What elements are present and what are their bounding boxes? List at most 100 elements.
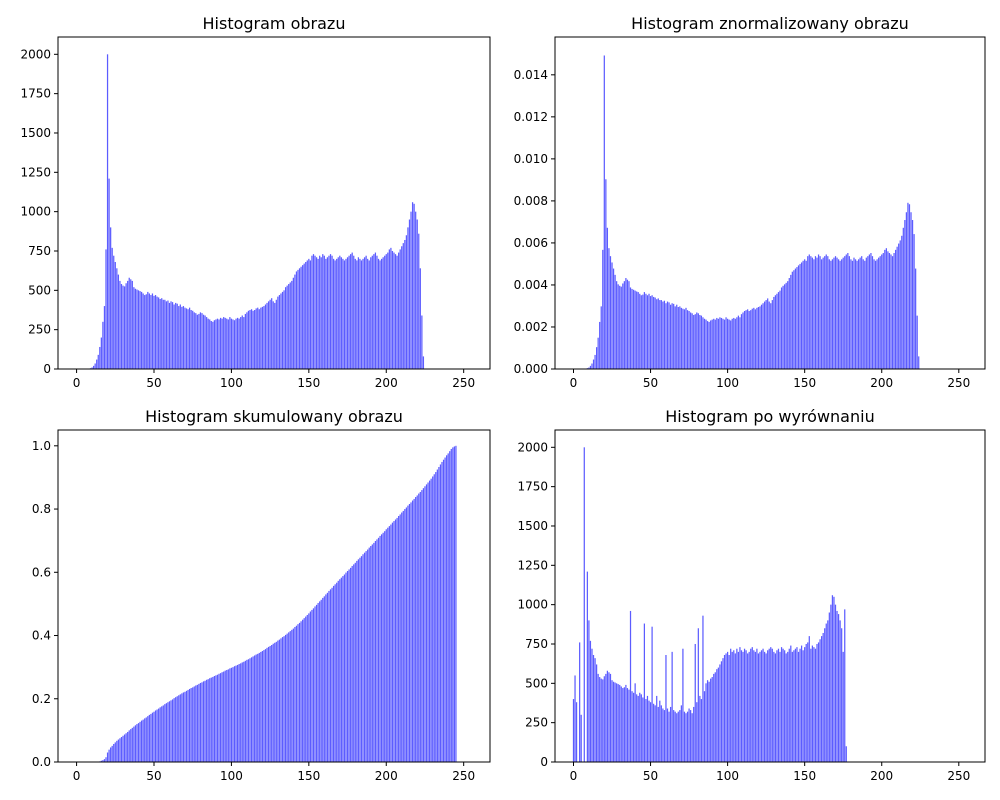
bar	[232, 319, 234, 369]
bar	[122, 735, 124, 762]
bar	[391, 522, 394, 762]
bar	[219, 673, 222, 762]
x-tick-label: 0	[570, 769, 578, 783]
bar	[770, 303, 772, 369]
bar	[600, 306, 602, 369]
bar	[819, 639, 821, 762]
bar	[605, 179, 607, 369]
bar	[696, 702, 698, 762]
bar	[175, 302, 177, 369]
bar	[326, 592, 329, 762]
bar	[210, 677, 212, 762]
y-tick-label: 0	[43, 362, 51, 376]
bar	[589, 365, 592, 369]
bar	[113, 743, 115, 762]
bar	[291, 280, 293, 369]
bar	[894, 249, 897, 369]
bar	[600, 678, 602, 762]
bar	[677, 711, 679, 762]
bar	[334, 584, 336, 762]
bar	[384, 255, 386, 369]
bar	[788, 278, 790, 369]
bar	[645, 699, 647, 762]
bar	[830, 604, 832, 762]
bar	[583, 447, 585, 762]
bar	[130, 729, 132, 762]
bar	[373, 542, 375, 762]
bar	[719, 664, 721, 762]
bar	[354, 258, 356, 369]
bar	[286, 285, 288, 369]
bar	[669, 706, 672, 762]
bar	[309, 260, 312, 369]
bar	[831, 595, 834, 762]
bar	[305, 262, 307, 369]
bar	[810, 256, 812, 369]
bar	[858, 259, 860, 369]
bar	[606, 227, 609, 369]
bar	[851, 260, 854, 369]
bar	[720, 661, 723, 762]
bar	[588, 367, 590, 369]
bar	[142, 719, 144, 762]
bar	[817, 642, 820, 762]
bar	[198, 313, 200, 369]
bar	[422, 356, 425, 369]
bar	[694, 643, 696, 762]
bar	[722, 318, 724, 369]
bar	[154, 710, 157, 762]
bar	[673, 710, 675, 762]
bar	[306, 260, 308, 369]
bar	[272, 301, 274, 369]
bar	[793, 270, 795, 369]
bar	[308, 613, 310, 762]
bar	[881, 254, 883, 369]
x-tick-label: 50	[146, 769, 161, 783]
bar	[716, 669, 718, 762]
bar	[910, 212, 912, 369]
bar	[334, 260, 336, 369]
bar	[295, 625, 298, 762]
bar	[153, 295, 155, 369]
bar	[353, 564, 355, 762]
bar	[380, 258, 383, 369]
bar	[685, 307, 687, 369]
bar	[94, 363, 96, 369]
bar	[176, 696, 178, 762]
bar	[167, 300, 169, 369]
bar	[399, 249, 401, 369]
bar	[102, 760, 104, 762]
bar	[188, 307, 191, 369]
bar	[427, 482, 429, 762]
bar	[263, 306, 265, 369]
bar	[275, 641, 277, 762]
bar	[700, 699, 703, 762]
bar	[642, 294, 644, 369]
bar	[680, 705, 682, 762]
bar	[399, 514, 401, 762]
bar	[402, 243, 404, 369]
bar	[206, 317, 208, 369]
bar	[665, 303, 667, 369]
bar	[739, 317, 741, 369]
x-axis-ticks: 0 50 100 150 200 250	[570, 762, 970, 783]
bar	[247, 310, 250, 369]
bar	[329, 254, 332, 369]
bar	[254, 310, 256, 369]
bar	[901, 235, 903, 369]
bar	[770, 647, 772, 762]
bar	[267, 646, 270, 762]
bar	[195, 685, 197, 762]
bar	[753, 650, 755, 762]
bar	[117, 274, 120, 369]
bar	[659, 700, 661, 762]
x-tick-label: 50	[643, 769, 658, 783]
bar	[266, 647, 268, 762]
bar	[137, 290, 140, 369]
bar	[731, 651, 733, 762]
y-tick-label: 1500	[517, 519, 548, 533]
bar	[771, 648, 773, 762]
bar	[822, 632, 824, 762]
bar	[657, 298, 659, 369]
